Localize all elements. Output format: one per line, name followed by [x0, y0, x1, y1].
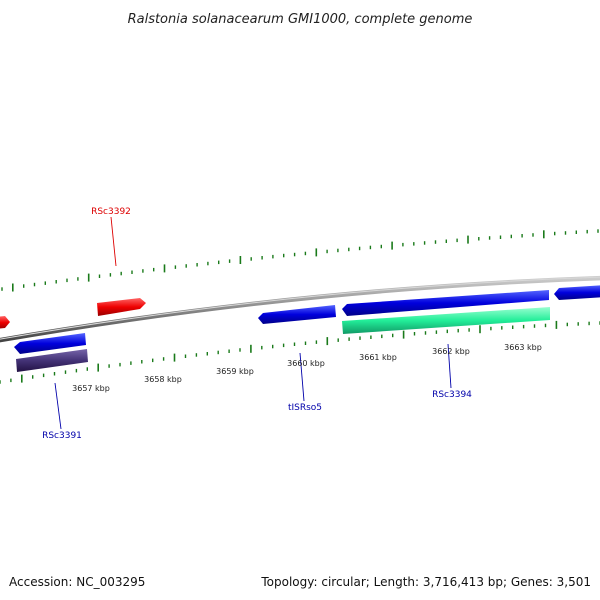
- leader-rsc3391: [54, 382, 62, 430]
- genome-backbone-highlight: [0, 276, 600, 340]
- scale-label: 3661 kbp: [359, 353, 397, 362]
- scale-label: 3660 kbp: [287, 359, 325, 368]
- gene-label-rsc3391: RSc3391: [42, 431, 82, 441]
- gene-arrow-rsc3392[interactable]: [97, 298, 146, 316]
- scale-label: 3657 kbp: [72, 384, 110, 393]
- outer-tick-row: [1, 229, 599, 292]
- gene-arrow-red-left[interactable]: [0, 316, 10, 329]
- gene-label-rsc3392: RSc3392: [91, 207, 131, 217]
- gene-label-rsc3394: RSc3394: [432, 390, 472, 400]
- map-title: Ralstonia solanacearum GMI1000, complete…: [128, 12, 473, 27]
- gene-arrow-rsc3394[interactable]: [342, 290, 549, 316]
- gene-arrow-right-edge[interactable]: [554, 285, 600, 300]
- genome-summary-text: Topology: circular; Length: 3,716,413 bp…: [260, 575, 591, 589]
- inner-tick-row: [0, 320, 600, 384]
- scale-label: 3659 kbp: [216, 367, 254, 376]
- gene-arrow-rsc3391[interactable]: [14, 333, 86, 354]
- leader-tisrso5: [299, 352, 305, 402]
- scale-label: 3663 kbp: [504, 343, 542, 352]
- scale-label: 3662 kbp: [432, 347, 470, 356]
- gene-arrow-tisrso5[interactable]: [258, 305, 336, 324]
- leader-rsc3394: [447, 343, 452, 389]
- leader-rsc3392: [110, 216, 117, 267]
- cds-bar-rsc3391[interactable]: [16, 349, 88, 372]
- genome-backbone: [0, 275, 600, 343]
- scale-label: 3658 kbp: [144, 375, 182, 384]
- gene-label-tisrso5: tISRso5: [288, 403, 322, 413]
- accession-text: Accession: NC_003295: [9, 575, 145, 589]
- cds-bar-rsc3394[interactable]: [342, 307, 550, 334]
